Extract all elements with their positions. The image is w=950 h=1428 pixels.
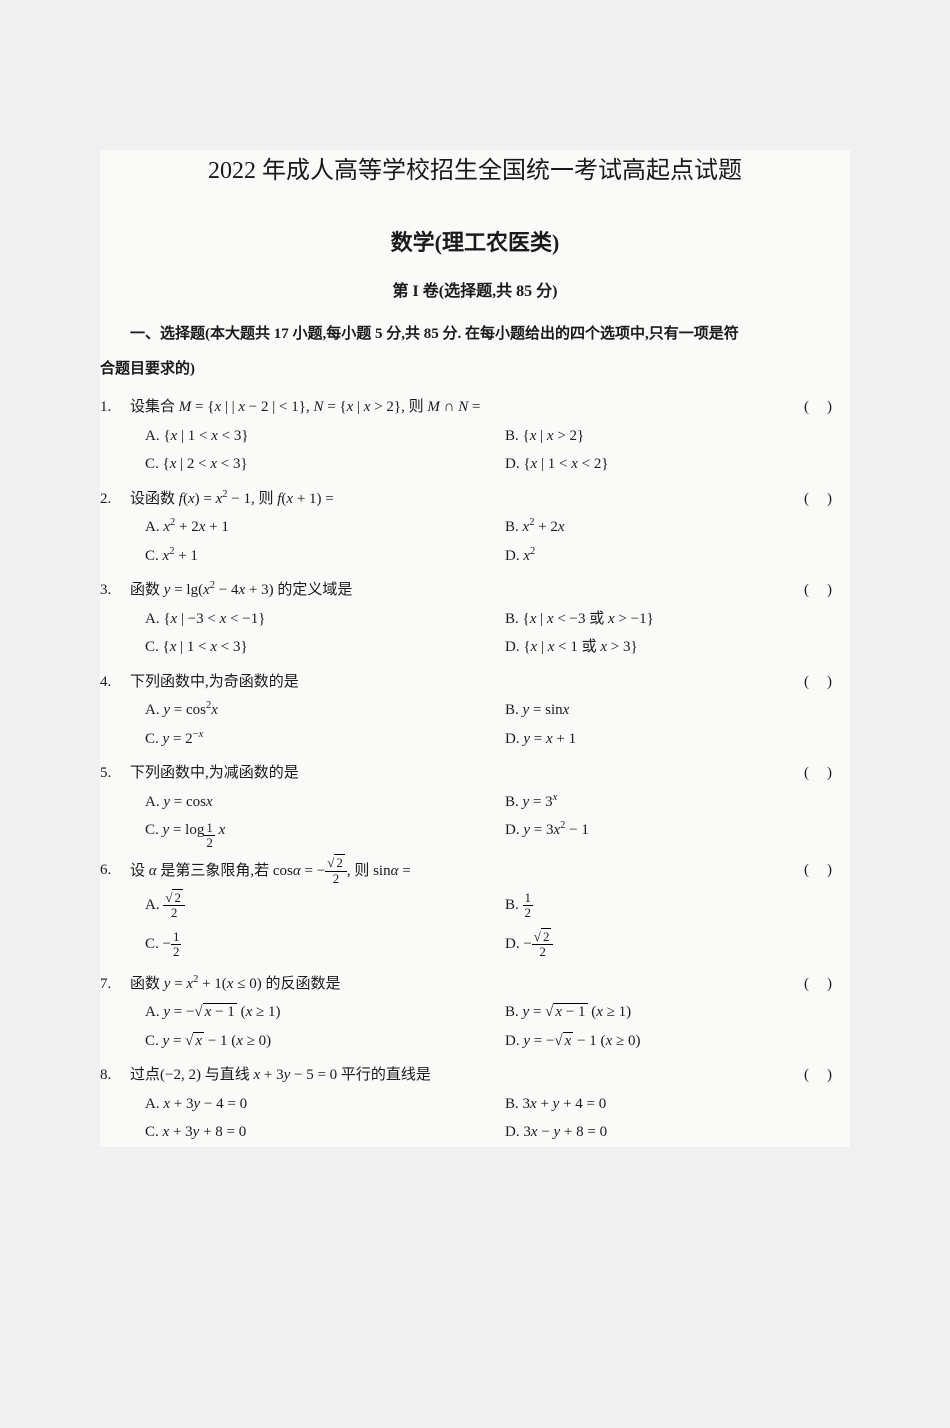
option-d: D. −√22 [490, 925, 850, 964]
options: A. y = cos2x B. y = sinx C. y = 2−x D. y… [130, 696, 850, 753]
options: A. {x | 1 < x < 3} B. {x | x > 2} C. {x … [130, 422, 850, 479]
question-number: 8. [100, 1061, 111, 1090]
question-number: 1. [100, 393, 111, 422]
instructions-line1: 一、选择题(本大题共 17 小题,每小题 5 分,共 85 分. 在每小题给出的… [100, 321, 850, 348]
question-number: 4. [100, 668, 111, 697]
options: A. y = −√x − 1 (x ≥ 1) B. y = √x − 1 (x … [130, 998, 850, 1055]
question-text: 下列函数中,为减函数的是 [130, 765, 299, 781]
question-number: 5. [100, 759, 111, 788]
instructions-line2: 合题目要求的) [100, 356, 850, 383]
option-b: B. 12 [490, 886, 850, 925]
answer-paren: () [804, 970, 850, 999]
option-d: D. y = −√x − 1 (x ≥ 0) [490, 1027, 850, 1056]
options: A. √22 B. 12 C. −12 D. −√22 [130, 886, 850, 964]
question-stem: 7. 函数 y = x2 + 1(x ≤ 0) 的反函数是 () [130, 970, 850, 999]
question-stem: 5. 下列函数中,为减函数的是 () [130, 759, 850, 788]
question-text: 设集合 M = {x | | x − 2 | < 1}, N = {x | x … [130, 399, 480, 415]
answer-paren: () [804, 759, 850, 788]
option-d: D. x2 [490, 542, 850, 571]
option-a: A. x + 3y − 4 = 0 [130, 1090, 490, 1119]
question-stem: 1. 设集合 M = {x | | x − 2 | < 1}, N = {x |… [130, 393, 850, 422]
answer-paren: () [804, 485, 850, 514]
option-d: D. y = x + 1 [490, 725, 850, 754]
options: A. {x | −3 < x < −1} B. {x | x < −3 或 x … [130, 605, 850, 662]
question-text: 下列函数中,为奇函数的是 [130, 674, 299, 690]
question-8: 8. 过点(−2, 2) 与直线 x + 3y − 5 = 0 平行的直线是 (… [100, 1061, 850, 1147]
options: A. y = cosx B. y = 3x C. y = log12 x D. … [130, 788, 850, 851]
option-c: C. y = 2−x [130, 725, 490, 754]
question-7: 7. 函数 y = x2 + 1(x ≤ 0) 的反函数是 () A. y = … [100, 970, 850, 1056]
option-a: A. y = cosx [130, 788, 490, 817]
options: A. x + 3y − 4 = 0 B. 3x + y + 4 = 0 C. x… [130, 1090, 850, 1147]
question-text: 函数 y = lg(x2 − 4x + 3) 的定义域是 [130, 582, 352, 598]
section-header: 第 I 卷(选择题,共 85 分) [100, 277, 850, 301]
answer-paren: () [804, 576, 850, 605]
option-d: D. {x | 1 < x < 2} [490, 450, 850, 479]
option-d: D. 3x − y + 8 = 0 [490, 1118, 850, 1147]
option-c: C. y = √x − 1 (x ≥ 0) [130, 1027, 490, 1056]
option-c: C. x2 + 1 [130, 542, 490, 571]
option-a: A. y = cos2x [130, 696, 490, 725]
option-b: B. y = √x − 1 (x ≥ 1) [490, 998, 850, 1027]
option-c: C. y = log12 x [130, 816, 490, 850]
question-4: 4. 下列函数中,为奇函数的是 () A. y = cos2x B. y = s… [100, 668, 850, 754]
option-b: B. y = 3x [490, 788, 850, 817]
answer-paren: () [804, 668, 850, 697]
question-number: 3. [100, 576, 111, 605]
question-5: 5. 下列函数中,为减函数的是 () A. y = cosx B. y = 3x… [100, 759, 850, 850]
question-stem: 6. 设 α 是第三象限角,若 cosα = −√22, 则 sinα = () [130, 856, 850, 886]
option-d: D. {x | x < 1 或 x > 3} [490, 633, 850, 662]
question-1: 1. 设集合 M = {x | | x − 2 | < 1}, N = {x |… [100, 393, 850, 479]
option-a: A. {x | −3 < x < −1} [130, 605, 490, 634]
answer-paren: () [804, 856, 850, 885]
option-b: B. x2 + 2x [490, 513, 850, 542]
question-2: 2. 设函数 f(x) = x2 − 1, 则 f(x + 1) = () A.… [100, 485, 850, 571]
option-a: A. {x | 1 < x < 3} [130, 422, 490, 451]
option-b: B. 3x + y + 4 = 0 [490, 1090, 850, 1119]
question-stem: 4. 下列函数中,为奇函数的是 () [130, 668, 850, 697]
option-c: C. −12 [130, 925, 490, 964]
option-a: A. y = −√x − 1 (x ≥ 1) [130, 998, 490, 1027]
options: A. x2 + 2x + 1 B. x2 + 2x C. x2 + 1 D. x… [130, 513, 850, 570]
question-number: 6. [100, 856, 111, 885]
exam-page: 2022 年成人高等学校招生全国统一考试高起点试题 数学(理工农医类) 第 I … [100, 150, 850, 1147]
question-6: 6. 设 α 是第三象限角,若 cosα = −√22, 则 sinα = ()… [100, 856, 850, 964]
page-title: 2022 年成人高等学校招生全国统一考试高起点试题 [100, 150, 850, 185]
question-stem: 3. 函数 y = lg(x2 − 4x + 3) 的定义域是 () [130, 576, 850, 605]
question-stem: 8. 过点(−2, 2) 与直线 x + 3y − 5 = 0 平行的直线是 (… [130, 1061, 850, 1090]
question-text: 函数 y = x2 + 1(x ≤ 0) 的反函数是 [130, 976, 340, 992]
answer-paren: () [804, 393, 850, 422]
question-stem: 2. 设函数 f(x) = x2 − 1, 则 f(x + 1) = () [130, 485, 850, 514]
page-subtitle: 数学(理工农医类) [100, 225, 850, 257]
question-text: 过点(−2, 2) 与直线 x + 3y − 5 = 0 平行的直线是 [130, 1067, 431, 1083]
option-b: B. {x | x < −3 或 x > −1} [490, 605, 850, 634]
option-c: C. x + 3y + 8 = 0 [130, 1118, 490, 1147]
option-d: D. y = 3x2 − 1 [490, 816, 850, 850]
question-text: 设函数 f(x) = x2 − 1, 则 f(x + 1) = [130, 491, 334, 507]
option-c: C. {x | 2 < x < 3} [130, 450, 490, 479]
option-a: A. √22 [130, 886, 490, 925]
option-b: B. y = sinx [490, 696, 850, 725]
question-number: 7. [100, 970, 111, 999]
option-b: B. {x | x > 2} [490, 422, 850, 451]
question-number: 2. [100, 485, 111, 514]
answer-paren: () [804, 1061, 850, 1090]
option-a: A. x2 + 2x + 1 [130, 513, 490, 542]
option-c: C. {x | 1 < x < 3} [130, 633, 490, 662]
question-3: 3. 函数 y = lg(x2 − 4x + 3) 的定义域是 () A. {x… [100, 576, 850, 662]
question-text: 设 α 是第三象限角,若 cosα = −√22, 则 sinα = [130, 863, 411, 879]
